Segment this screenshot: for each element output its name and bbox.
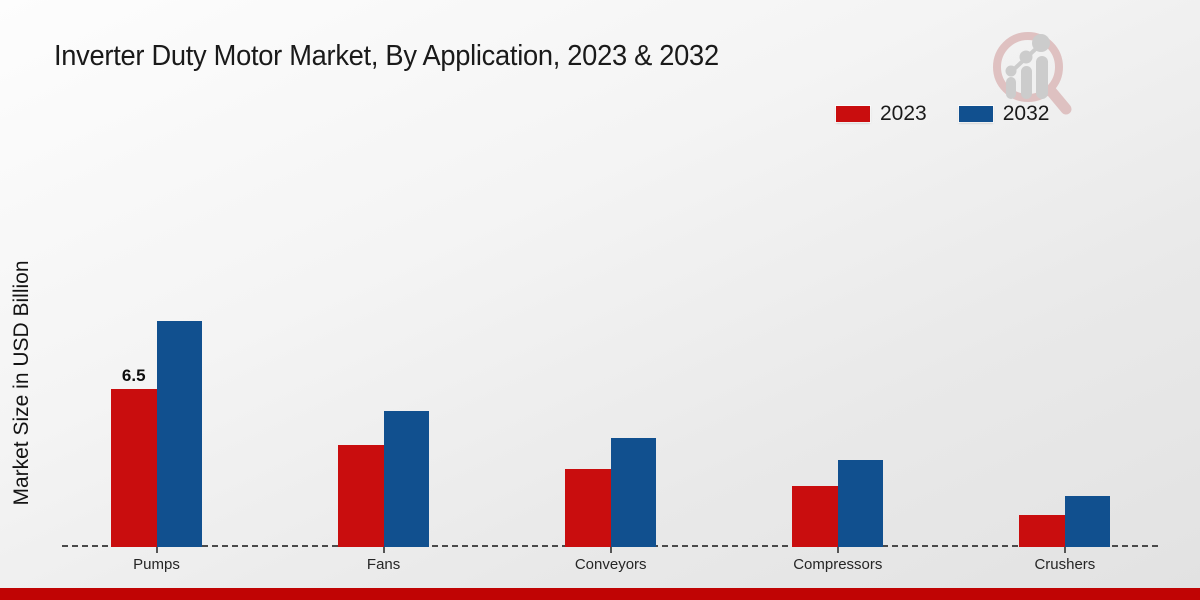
bar-2023-compressors — [792, 486, 838, 547]
legend-item-2023: 2023 — [835, 102, 927, 126]
legend-item-2032: 2032 — [957, 102, 1050, 126]
axis-tick — [155, 547, 158, 553]
bar-2023-crushers — [1019, 515, 1065, 547]
axis-tick — [382, 547, 385, 553]
legend-label: 2032 — [1002, 102, 1050, 125]
bar-2032-conveyors — [610, 437, 657, 547]
category-label-pumps: Pumps — [133, 556, 180, 573]
bar-2032-pumps — [156, 321, 202, 547]
axis-tick — [609, 547, 612, 553]
value-label: 6.5 — [121, 366, 146, 386]
bar-2032-fans — [383, 410, 430, 547]
category-label-conveyors: Conveyors — [574, 556, 647, 573]
category-label-fans: Fans — [366, 556, 401, 573]
legend: 2023 2032 — [835, 102, 1050, 126]
chart-title: Inverter Duty Motor Market, By Applicati… — [54, 40, 719, 72]
category-label-crushers: Crushers — [1034, 556, 1096, 573]
bar-2023-fans — [338, 444, 384, 547]
legend-swatch-2032 — [957, 105, 994, 123]
bar-2023-pumps — [111, 389, 157, 547]
bar-2032-compressors — [837, 459, 884, 547]
category-label-compressors: Compressors — [793, 556, 883, 573]
bar-2023-conveyors — [565, 469, 611, 547]
axis-tick — [1063, 547, 1066, 553]
legend-label: 2023 — [880, 102, 927, 125]
bar-2032-crushers — [1064, 495, 1111, 547]
magnifier-bar-chart-watermark-icon — [993, 32, 1072, 115]
legend-swatch-2023 — [835, 105, 871, 123]
axis-tick — [836, 547, 839, 553]
footer-accent-bar — [0, 588, 1200, 600]
